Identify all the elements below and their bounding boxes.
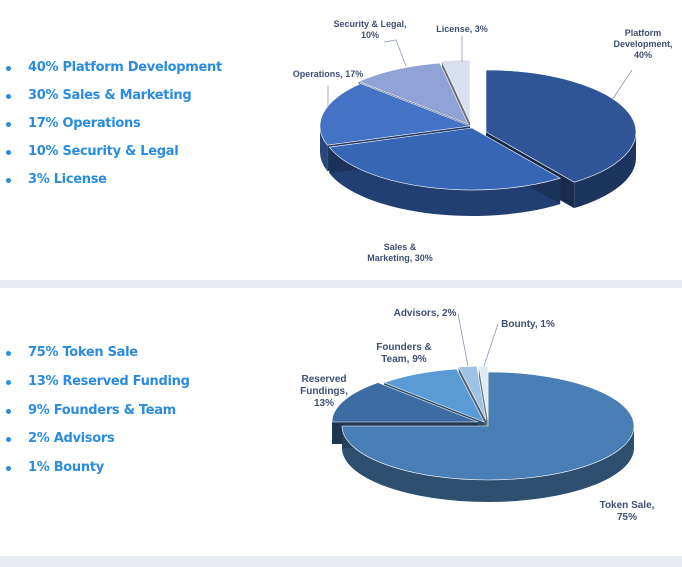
slice-label-platform-development-40: Platform Development, 40% [613, 28, 672, 60]
slice-label-token-sale-75: Token Sale, 75% [600, 500, 655, 523]
bullet-dot [6, 408, 11, 414]
bottom-bullet-list: 75% Token Sale 13% Reserved Funding 9% F… [6, 339, 190, 483]
slice-side-sales-marketing-30 [329, 147, 561, 216]
bullet-item: 1% Bounty [6, 454, 190, 483]
label-leader-line [383, 39, 407, 67]
bullet-dot [6, 466, 11, 472]
label-leader-line [483, 323, 499, 367]
slice-side-token-sale-75 [342, 426, 634, 502]
bullet-dot [6, 122, 11, 127]
slice-label-line: Team, 9% [381, 354, 426, 365]
slice-label-sales-marketing-30: Sales & Marketing, 30% [367, 242, 433, 263]
slice-label-line: Founders & [376, 342, 432, 353]
slice-label-line: Reserved [301, 374, 346, 385]
bullet-item: 40% Platform Development [6, 54, 222, 82]
bullet-dot [6, 94, 11, 99]
slice-label-line: Advisors, 2% [394, 308, 457, 319]
slice-side-operations-17 [320, 126, 328, 172]
bullet-item: 30% Sales & Marketing [6, 82, 222, 110]
slice-label-advisors-2: Advisors, 2% [394, 308, 457, 319]
slice-label-bounty-1: Bounty, 1% [501, 319, 555, 330]
slice-platform-development-40 [485, 69, 637, 183]
bullet-item: 13% Reserved Funding [6, 368, 190, 397]
bullet-text: 17% Operations [28, 116, 141, 131]
slice-label-line: Token Sale, [600, 500, 655, 511]
bullet-text: 30% Sales & Marketing [28, 88, 192, 103]
slice-label-reserved-fundings-13: Reserved Fundings, 13% [300, 374, 348, 409]
slice-label-line: 10% [361, 30, 379, 40]
slice-advisors-2 [458, 365, 487, 421]
slice-label-line: 13% [314, 398, 334, 409]
slice-license-3 [441, 59, 471, 123]
slice-operations-17 [319, 83, 471, 146]
slice-founders-team-9 [383, 368, 485, 423]
bullet-text: 9% Founders & Team [28, 402, 176, 418]
label-leader-line [611, 69, 633, 101]
slice-label-operations-17: Operations, 17% [293, 69, 364, 79]
bullet-dot [6, 66, 11, 71]
slice-label-founders-team-9: Founders & Team, 9% [376, 342, 432, 365]
bullet-item: 75% Token Sale [6, 339, 190, 368]
bullet-item: 3% License [6, 166, 222, 194]
slice-label-line: Security & Legal, [333, 19, 406, 29]
slice-label-line: License, 3% [436, 24, 488, 34]
slice-label-line: Development, [613, 39, 672, 49]
bullet-dot [6, 150, 11, 155]
bullet-item: 9% Founders & Team [6, 397, 190, 426]
bullet-text: 75% Token Sale [28, 345, 138, 360]
bullet-dot [6, 351, 11, 356]
bullet-dot [6, 178, 11, 183]
slice-label-security-legal-10: Security & Legal, 10% [333, 19, 406, 40]
bullet-dot [6, 379, 11, 385]
slice-label-line: Fundings, [300, 386, 348, 397]
slice-label-line: Bounty, 1% [501, 319, 555, 330]
slice-label-license-3: License, 3% [436, 24, 488, 34]
slice-token-sale-75 [341, 371, 635, 481]
bullet-dot [6, 437, 11, 443]
bullet-item: 2% Advisors [6, 425, 190, 454]
slice-sales-marketing-30 [328, 127, 561, 191]
slice-label-line: Sales & [384, 242, 417, 252]
bullet-item: 10% Security & Legal [6, 138, 222, 166]
top-bullet-list: 40% Platform Development 30% Sales & Mar… [6, 54, 222, 194]
bullet-text: 10% Security & Legal [28, 144, 179, 159]
bullet-text: 1% Bounty [28, 460, 104, 476]
slice-label-line: 40% [634, 50, 652, 60]
slice-label-line: 75% [617, 512, 637, 523]
slice-label-line: Operations, 17% [293, 69, 364, 79]
bullet-text: 13% Reserved Funding [28, 373, 190, 389]
slice-bounty-1 [478, 365, 489, 421]
bullet-text: 40% Platform Development [28, 60, 222, 75]
slice-reserved-fundings-13 [331, 382, 479, 423]
bullet-item: 17% Operations [6, 110, 222, 138]
slice-label-line: Platform [625, 28, 662, 38]
slice-label-line: Marketing, 30% [367, 253, 433, 263]
bullet-text: 3% License [28, 172, 107, 187]
bullet-text: 2% Advisors [28, 431, 115, 447]
label-leader-line [457, 313, 469, 367]
slice-security-legal-10 [357, 62, 469, 125]
